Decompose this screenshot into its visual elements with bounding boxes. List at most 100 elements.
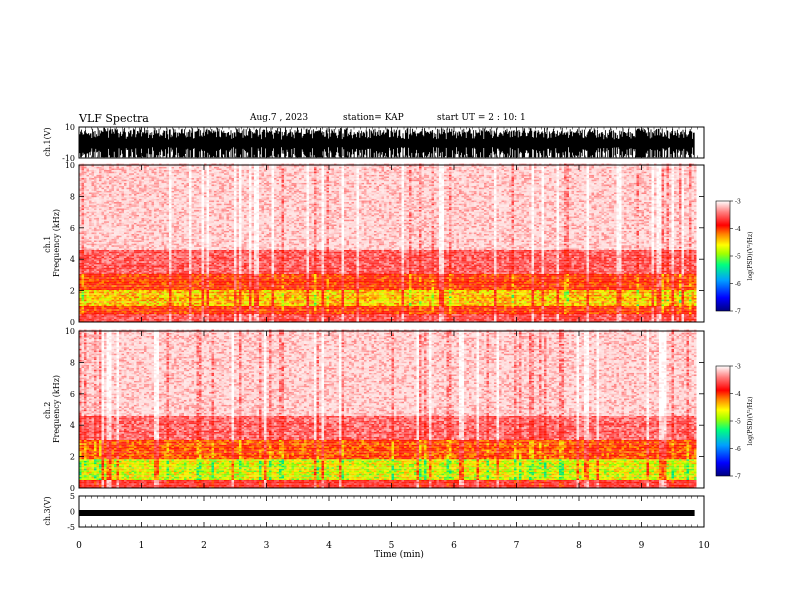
spectrogram-cell [149,266,152,268]
spectrogram-cell [191,173,194,175]
spectrogram-cell [191,293,194,295]
spectrogram-cell [99,202,102,204]
spectrogram-cell [154,290,157,292]
spectrogram-cell [86,203,89,206]
spectrogram-cell [159,194,162,196]
spectrogram-cell [174,240,177,242]
spectrogram-cell [131,216,134,218]
spectrogram-cell [184,222,187,225]
spectrogram-cell [194,278,197,281]
spectrogram-cell [164,280,167,282]
spectrogram-cell [104,238,107,241]
spectrogram-cell [91,248,94,250]
spectrogram-cell [184,173,187,175]
spectrogram-cell [179,304,182,306]
spectrogram-cell [196,320,199,322]
spectrogram-cell [126,184,129,186]
spectrogram-cell [146,237,149,239]
spectrogram-cell [179,234,182,236]
spectrogram-cell [146,251,149,254]
spectrogram-cell [199,256,202,258]
spectrogram-cell [204,314,207,316]
spectrogram-cell [114,307,117,310]
spectrogram-cell [174,290,177,292]
spectrogram-cell [104,165,107,167]
spectrogram-cell [121,221,124,223]
spectrogram-cell [134,250,137,252]
spectrogram-cell [194,282,197,284]
spectrogram-cell [91,254,94,257]
spectrogram-cell [164,198,167,201]
spectrogram-cell [84,262,87,265]
spectrogram-cell [119,291,122,294]
spectrogram-cell [94,218,97,220]
spectrogram-cell [86,205,89,207]
spectrogram-cell [144,163,147,166]
spectrogram-cell [94,238,97,241]
spectrogram-cell [166,206,169,209]
spectrogram-cell [104,299,107,302]
spectrogram-cell [134,266,137,268]
spectrogram-cell [114,243,117,246]
spectrogram-cell [171,280,174,282]
spectrogram-cell [141,218,144,220]
spectrogram-cell [89,296,92,298]
spectrogram-cell [109,310,112,313]
spectrogram-cell [144,254,147,257]
spectrogram-cell [114,165,117,167]
spectrogram-cell [136,309,139,311]
spectrogram-cell [121,186,124,188]
spectrogram-cell [114,304,117,306]
spectrogram-cell [86,307,89,310]
spectrogram-cell [136,192,139,194]
spectrogram-cell [91,282,94,284]
spectrogram-cell [159,254,162,257]
spectrogram-cell [79,202,82,204]
spectrogram-cell [151,187,154,190]
spectrogram-cell [124,307,127,310]
spectrogram-cell [126,237,129,239]
spectrogram-cell [89,230,92,233]
spectrogram-cell [194,283,197,286]
spectrogram-cell [121,163,124,166]
spectrogram-cell [136,267,139,270]
spectrogram-cell [199,163,202,166]
spectrogram-cell [199,242,202,244]
spectrogram-cell [186,278,189,281]
spectrogram-cell [204,277,207,279]
spectrogram-cell [126,254,129,257]
spectrogram-cell [194,197,197,199]
spectrogram-cell [159,296,162,298]
spectrogram-cell [191,203,194,206]
spectrogram-cell [159,176,162,178]
spectrogram-cell [171,264,174,266]
spectrogram-cell [116,301,119,303]
spectrogram-cell [194,286,197,289]
spectrogram-cell [91,214,94,217]
spectrogram-cell [121,282,124,284]
spectrogram-cell [106,213,109,215]
spectrogram-cell [154,227,157,230]
spectrogram-cell [169,262,172,265]
spectrogram-cell [111,189,114,191]
spectrogram-cell [116,256,119,258]
spectrogram-cell [86,179,89,182]
spectrogram-cell [196,200,199,202]
spectrogram-cell [184,192,187,194]
spectrogram-cell [191,222,194,225]
spectrogram-cell [129,267,132,270]
spectrogram-cell [159,213,162,215]
spectrogram-cell [101,253,104,255]
spectrogram-cell [141,296,144,298]
spectrogram-cell [154,294,157,297]
spectrogram-cell [191,269,194,271]
spectrogram-cell [119,181,122,183]
spectrogram-cell [166,250,169,252]
spectrogram-cell [109,195,112,198]
spectrogram-cell [119,286,122,289]
spectrogram-cell [81,168,84,170]
spectrogram-cell [154,286,157,289]
spectrogram-cell [144,197,147,199]
spectrogram-cell [126,302,129,305]
spectrogram-cell [179,250,182,252]
